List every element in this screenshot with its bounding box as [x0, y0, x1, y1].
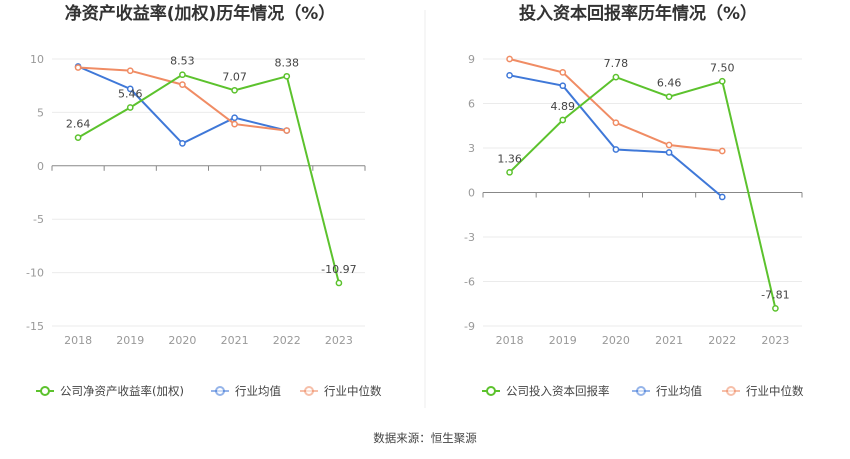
legend-item-label[interactable]: 公司净资产收益率(加权) — [60, 384, 184, 398]
data-point — [718, 77, 726, 85]
data-point — [179, 71, 186, 79]
chart1-legend: 公司净资产收益率(加权) 行业均值 行业中位数 — [36, 384, 382, 398]
chart2-plot: 9 6 3 0 -3 -6 -9 2018 2019 2020 2021 2022 2023 1.36 4.… — [464, 53, 803, 347]
chart2-legend: 公司投入资本回报率 行业均值 行业中位数 — [482, 384, 804, 398]
y-tick-label: 10 — [30, 53, 44, 66]
data-point — [612, 73, 620, 81]
x-tick-label: 2018 — [64, 334, 92, 347]
y-tick-label: -6 — [464, 276, 475, 289]
data-point — [612, 146, 620, 153]
x-tick-label: 2023 — [761, 334, 789, 347]
data-label: 1.36 — [497, 152, 522, 165]
data-label: 7.07 — [222, 70, 247, 83]
y-tick-label: 0 — [468, 187, 475, 200]
data-point — [559, 69, 567, 76]
series-line — [509, 74, 723, 198]
y-tick-label: 6 — [468, 98, 475, 111]
data-label: 8.53 — [170, 55, 195, 68]
series-line — [508, 75, 777, 309]
source-note: 数据来源：恒生聚源 — [373, 431, 477, 445]
legend-item-label[interactable]: 行业中位数 — [324, 384, 382, 398]
data-point — [506, 55, 513, 63]
x-tick-label: 2023 — [325, 334, 353, 347]
data-point — [74, 64, 82, 71]
y-tick-label: -15 — [26, 320, 44, 333]
legend-swatch-marker — [215, 386, 225, 396]
data-point — [231, 120, 238, 128]
data-point — [559, 116, 567, 124]
data-label: 6.46 — [657, 77, 682, 90]
legend-swatch-marker — [486, 386, 496, 396]
x-tick-label: 2021 — [655, 334, 683, 347]
x-tick-label: 2021 — [221, 334, 249, 347]
data-label: 7.50 — [710, 61, 735, 74]
legend-item-label[interactable]: 行业均值 — [235, 384, 281, 398]
data-label: -10.97 — [321, 263, 356, 276]
legend-item-label[interactable]: 行业中位数 — [746, 384, 804, 398]
legend-swatch-marker — [726, 386, 736, 396]
legend-swatch-marker — [304, 386, 314, 396]
data-label: 8.38 — [275, 56, 300, 69]
data-point — [665, 141, 673, 149]
legend-item-label[interactable]: 公司投入资本回报率 — [506, 384, 610, 398]
legend-swatch-marker — [40, 386, 50, 396]
series-line — [509, 58, 723, 152]
data-point — [126, 104, 134, 111]
data-point — [506, 168, 513, 176]
data-point — [665, 93, 673, 101]
y-tick-label: -3 — [464, 231, 475, 244]
data-point — [74, 134, 82, 141]
legend-item-label[interactable]: 行业均值 — [656, 384, 702, 398]
chart2-title: 投入资本回报率历年情况（%） — [519, 3, 757, 24]
x-tick-label: 2019 — [549, 334, 577, 347]
data-point — [612, 119, 620, 127]
data-point — [179, 81, 186, 88]
data-point — [179, 140, 186, 147]
x-tick-label: 2020 — [602, 334, 630, 347]
data-point — [231, 86, 238, 94]
data-point — [718, 193, 726, 201]
y-tick-label: -9 — [464, 320, 475, 333]
y-tick-label: 9 — [468, 53, 475, 66]
x-tick-label: 2022 — [273, 334, 301, 347]
x-tick-label: 2018 — [496, 334, 524, 347]
data-label: -7.81 — [761, 288, 789, 301]
y-tick-label: 0 — [37, 160, 44, 173]
data-label: 7.78 — [604, 57, 629, 70]
data-label: 4.89 — [551, 100, 576, 113]
data-point — [126, 85, 134, 93]
data-point — [231, 114, 238, 122]
y-tick-label: 5 — [37, 106, 44, 119]
data-point — [506, 71, 513, 79]
y-tick-label: -10 — [26, 267, 44, 280]
data-point — [335, 279, 343, 287]
data-label: 2.64 — [66, 118, 91, 131]
legend-swatch-marker — [636, 386, 646, 396]
data-point — [283, 72, 291, 80]
data-label: 5.46 — [118, 87, 143, 100]
x-tick-label: 2019 — [116, 334, 144, 347]
chart1-plot: 10 5 0 -5 -10 -15 2018 2019 2020 2021 2022 2023 2.64… — [26, 53, 366, 347]
y-tick-label: 3 — [468, 142, 475, 155]
series-line — [77, 73, 340, 284]
x-tick-label: 2022 — [708, 334, 736, 347]
data-point — [718, 147, 726, 155]
data-point — [772, 304, 779, 312]
data-point — [559, 82, 567, 90]
chart1-title: 净资产收益率(加权)历年情况（%） — [65, 3, 336, 24]
data-point — [126, 67, 134, 75]
data-point — [283, 127, 291, 134]
data-point — [665, 149, 673, 156]
x-tick-label: 2020 — [168, 334, 196, 347]
y-tick-label: -5 — [33, 213, 44, 226]
